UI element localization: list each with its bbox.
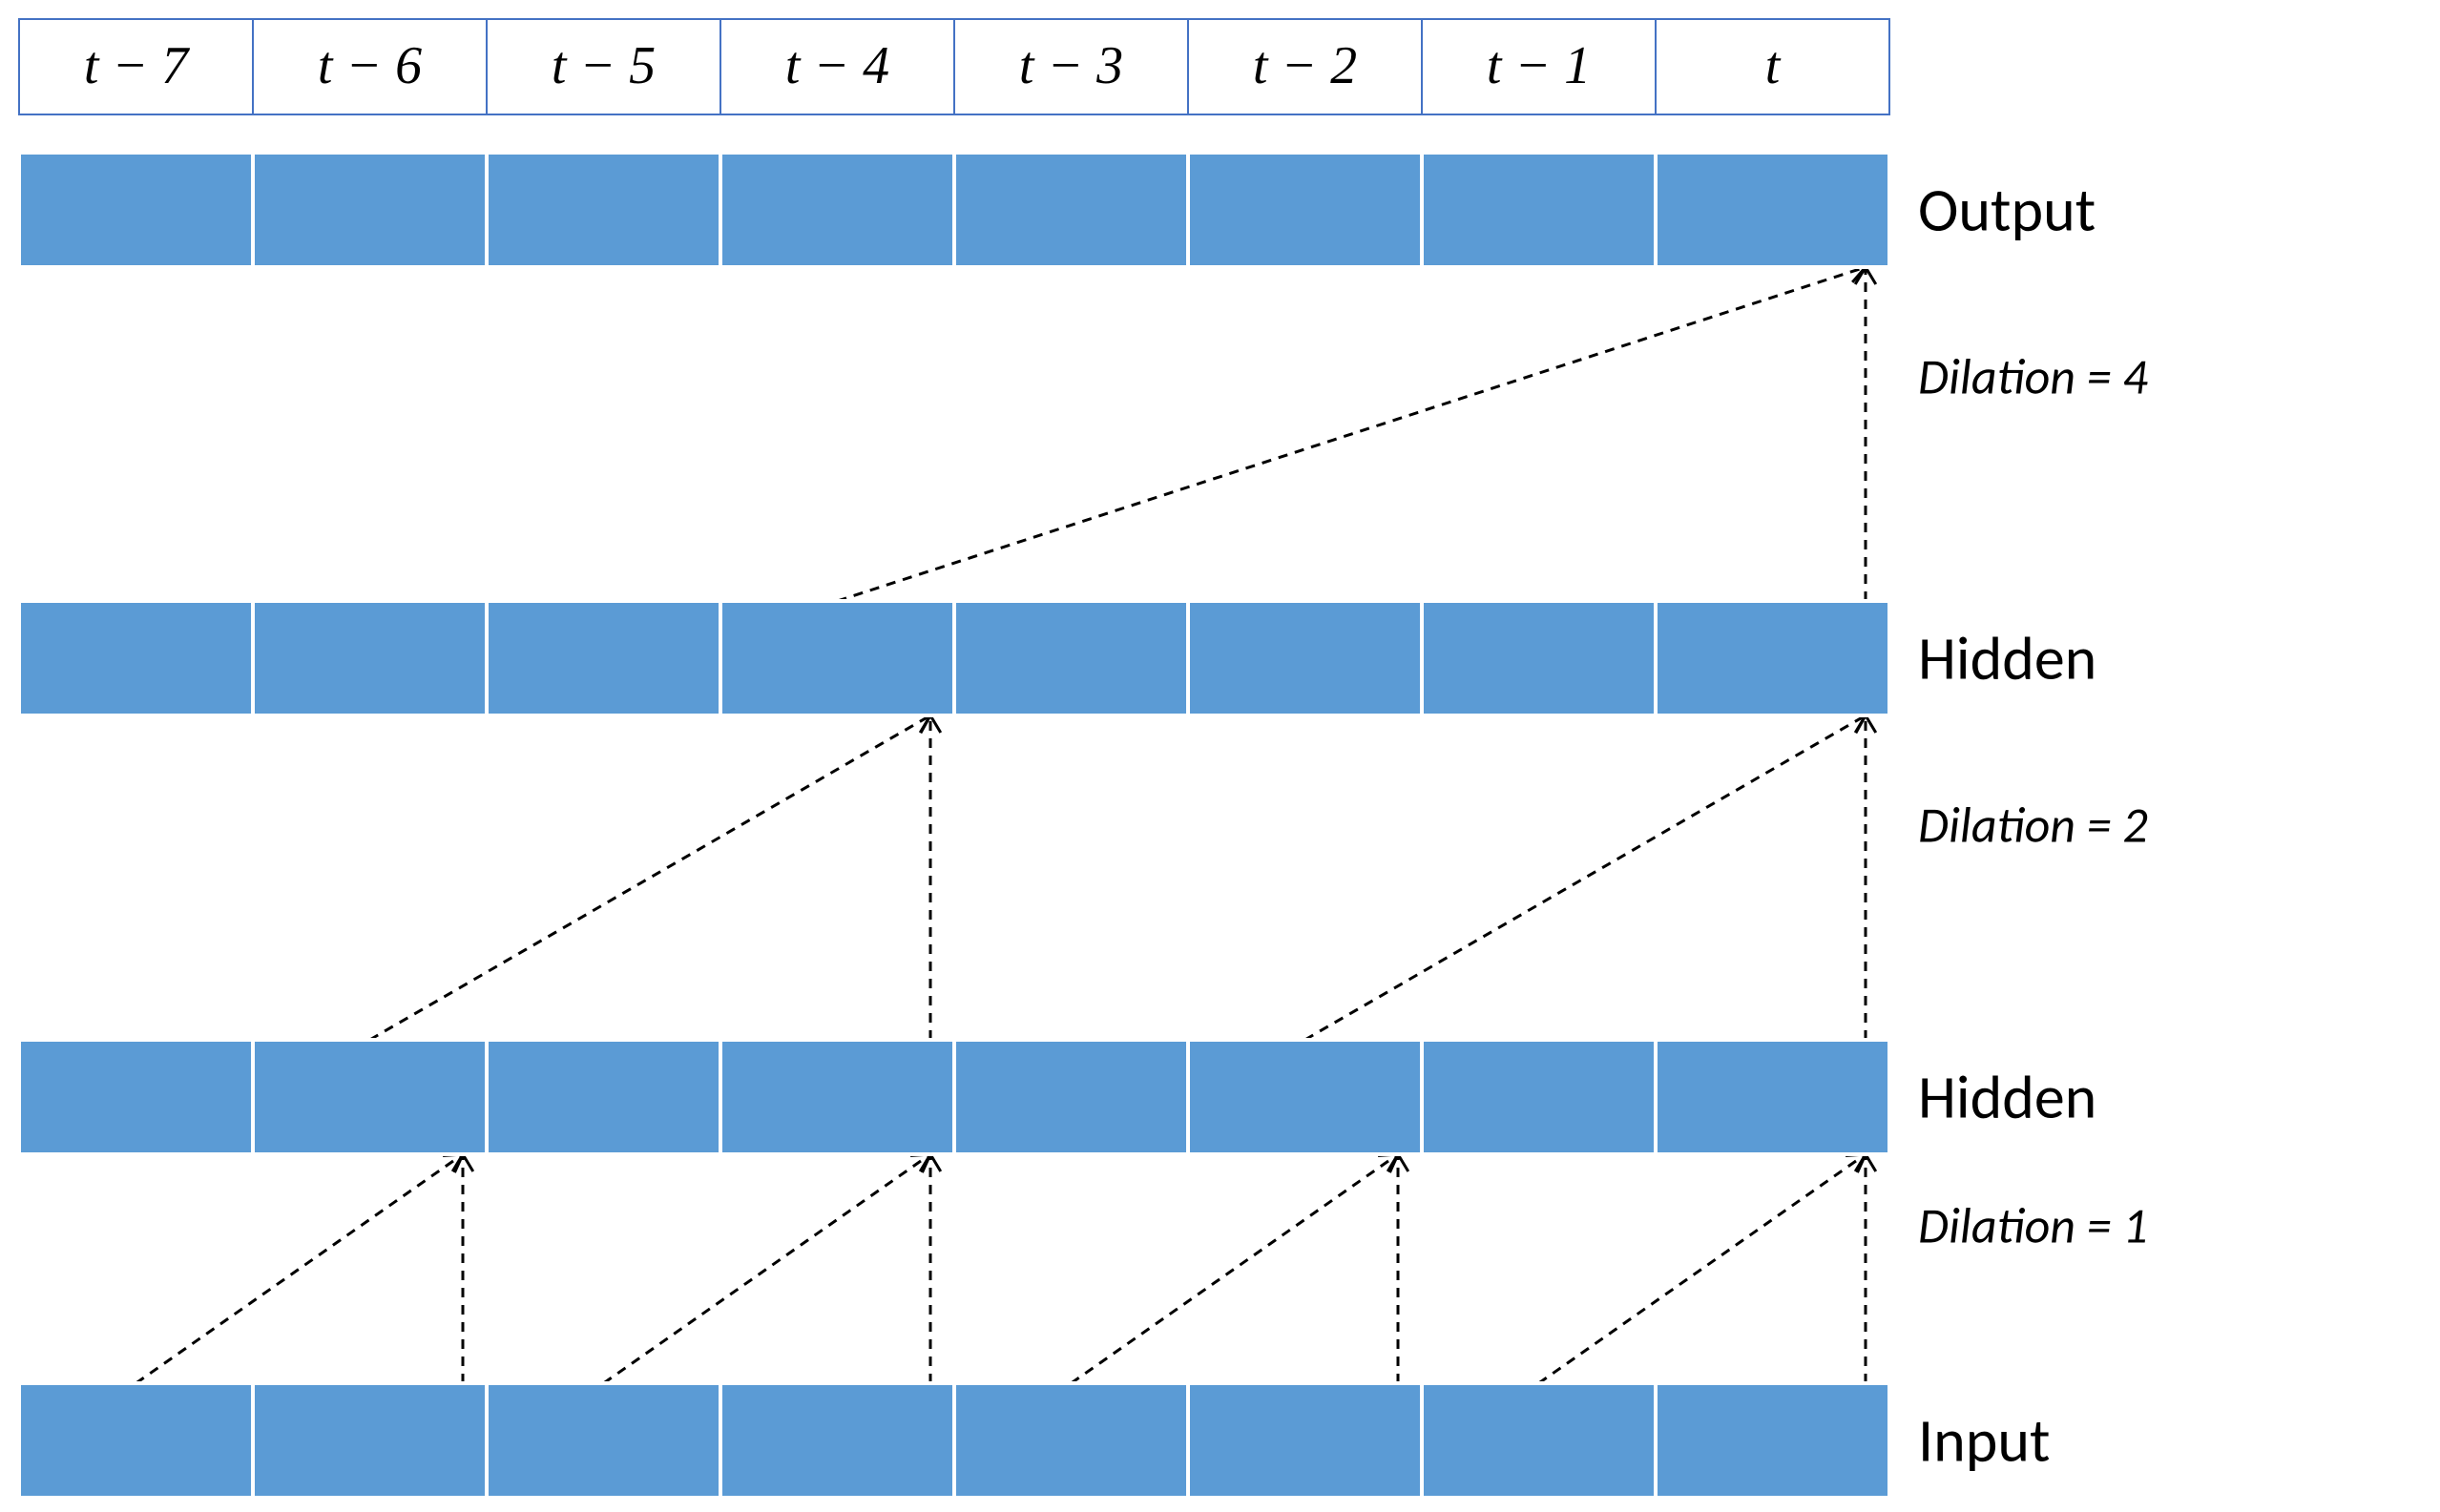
conn-hidden1-1-to-hidden2-3 (370, 715, 931, 1040)
hidden2-cell-1 (253, 601, 487, 715)
conn-input-2-to-hidden1-3 (604, 1154, 931, 1383)
conn-input-6-to-hidden1-7 (1539, 1154, 1866, 1383)
hidden2-label: Hidden (1918, 621, 2096, 695)
dilation-label-2: Dilation = 1 (1918, 1194, 2148, 1255)
hidden1-cell-2 (487, 1040, 720, 1154)
hidden2-cell-3 (720, 601, 954, 715)
hidden2-cell-6 (1422, 601, 1656, 715)
input-cell-6 (1422, 1383, 1656, 1498)
hidden1-cell-0 (19, 1040, 253, 1154)
hidden1-label: Hidden (1918, 1060, 2096, 1134)
input-label: Input (1918, 1403, 2050, 1478)
conn-hidden1-5-to-hidden2-7 (1305, 715, 1866, 1040)
hidden2-cell-4 (954, 601, 1188, 715)
hidden1-cell-3 (720, 1040, 954, 1154)
input-cell-7 (1656, 1383, 1889, 1498)
output-cell-6 (1422, 153, 1656, 267)
conn-input-0-to-hidden1-1 (136, 1154, 464, 1383)
hidden2-cell-2 (487, 601, 720, 715)
output-cell-0 (19, 153, 253, 267)
conn-input-4-to-hidden1-5 (1072, 1154, 1399, 1383)
hidden1-cell-5 (1188, 1040, 1422, 1154)
time-label-2: t − 5 (552, 36, 656, 95)
output-label: Output (1918, 173, 2096, 247)
input-cell-4 (954, 1383, 1188, 1498)
conn-hidden2-3-to-output-7 (838, 267, 1866, 601)
input-cell-5 (1188, 1383, 1422, 1498)
time-label-1: t − 6 (318, 36, 422, 95)
output-cell-5 (1188, 153, 1422, 267)
time-label-6: t − 1 (1487, 36, 1591, 95)
hidden2-cell-7 (1656, 601, 1889, 715)
input-cell-2 (487, 1383, 720, 1498)
time-label-5: t − 2 (1253, 36, 1357, 95)
time-label-7: t (1765, 36, 1782, 95)
output-cell-7 (1656, 153, 1889, 267)
time-label-3: t − 4 (785, 36, 889, 95)
input-cell-3 (720, 1383, 954, 1498)
hidden2-cell-0 (19, 601, 253, 715)
output-cell-3 (720, 153, 954, 267)
output-cell-2 (487, 153, 720, 267)
input-cell-1 (253, 1383, 487, 1498)
hidden1-cell-7 (1656, 1040, 1889, 1154)
input-cell-0 (19, 1383, 253, 1498)
dilation-label-1: Dilation = 2 (1918, 794, 2148, 855)
output-cell-1 (253, 153, 487, 267)
dilated-convolution-diagram: t − 7 t − 6 t − 5 t − 4 t − 3 t − 2 t − 1 t Outp… (0, 0, 2440, 1512)
hidden1-cell-4 (954, 1040, 1188, 1154)
hidden2-cell-5 (1188, 601, 1422, 715)
hidden1-cell-6 (1422, 1040, 1656, 1154)
time-label-0: t − 7 (84, 36, 190, 95)
output-cell-4 (954, 153, 1188, 267)
time-label-4: t − 3 (1019, 36, 1123, 95)
hidden1-cell-1 (253, 1040, 487, 1154)
dilation-label-0: Dilation = 4 (1918, 345, 2148, 406)
